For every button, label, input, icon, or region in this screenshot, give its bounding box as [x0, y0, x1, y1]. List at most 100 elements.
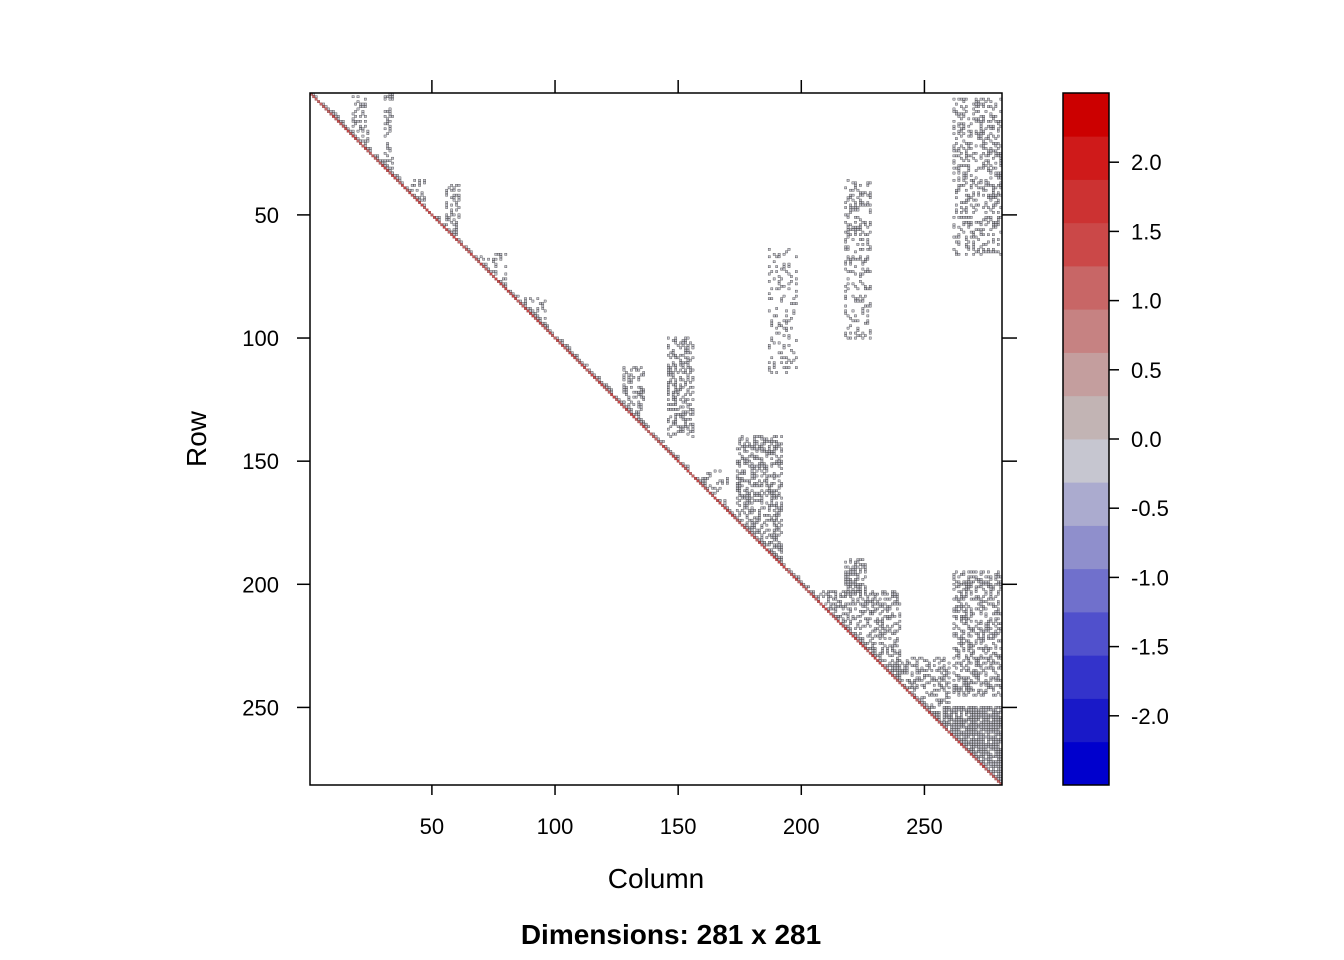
- matrix-cell: [691, 346, 695, 350]
- diagonal-cell: [854, 637, 857, 640]
- matrix-cell: [989, 745, 993, 749]
- matrix-cell: [868, 634, 872, 638]
- matrix-cell: [960, 738, 963, 741]
- diagonal-cell: [452, 235, 456, 239]
- matrix-cell: [452, 188, 456, 192]
- matrix-cell: [777, 255, 781, 259]
- diagonal-cell: [548, 331, 552, 335]
- matrix-cell: [974, 619, 978, 623]
- matrix-cell: [445, 206, 448, 209]
- matrix-cell: [851, 228, 855, 231]
- matrix-cell: [780, 267, 783, 271]
- matrix-cell: [878, 629, 882, 633]
- matrix-cell: [977, 238, 980, 241]
- matrix-cell: [891, 592, 894, 596]
- matrix-cell: [871, 590, 875, 593]
- matrix-cell: [967, 169, 971, 172]
- matrix-cell: [994, 725, 998, 729]
- matrix-cell: [607, 388, 611, 392]
- matrix-cell: [859, 627, 862, 630]
- matrix-cell: [674, 339, 678, 342]
- matrix-cell: [994, 718, 998, 722]
- x-tick-label: 150: [660, 814, 697, 839]
- matrix-cell: [775, 504, 778, 507]
- matrix-cell: [689, 351, 692, 355]
- matrix-cell: [703, 477, 707, 480]
- matrix-cell: [689, 358, 692, 362]
- matrix-cell: [787, 282, 791, 286]
- diagonal-cell: [538, 321, 542, 325]
- matrix-cell: [960, 105, 963, 108]
- matrix-cell: [351, 112, 355, 116]
- matrix-cell: [849, 585, 852, 589]
- matrix-cell: [962, 730, 966, 734]
- matrix-cell: [740, 472, 744, 475]
- matrix-cell: [967, 570, 971, 574]
- matrix-cell: [992, 693, 995, 697]
- matrix-cell: [846, 336, 850, 340]
- matrix-cell: [765, 452, 769, 456]
- matrix-cell: [987, 248, 990, 251]
- matrix-cell: [763, 442, 766, 446]
- matrix-cell: [534, 314, 537, 318]
- diagonal-cell: [435, 218, 439, 222]
- matrix-cell: [861, 582, 865, 586]
- matrix-cell: [829, 605, 833, 608]
- colorbar-tick-label: -2.0: [1131, 704, 1169, 729]
- matrix-cell: [969, 723, 973, 726]
- matrix-cell: [625, 393, 628, 396]
- matrix-cell: [992, 597, 995, 601]
- matrix-cell: [763, 514, 766, 517]
- matrix-cell: [854, 580, 857, 584]
- matrix-cell: [671, 353, 675, 357]
- matrix-cell: [819, 592, 823, 596]
- matrix-cell: [536, 317, 540, 320]
- matrix-cell: [864, 592, 867, 596]
- matrix-cell: [955, 730, 958, 734]
- matrix-cell: [785, 319, 788, 323]
- matrix-cell: [974, 144, 978, 148]
- matrix-cell: [967, 166, 971, 170]
- matrix-cell: [967, 248, 971, 251]
- matrix-cell: [859, 275, 862, 278]
- matrix-cell: [369, 149, 372, 153]
- matrix-cell: [957, 122, 961, 126]
- matrix-cell: [856, 600, 860, 603]
- matrix-cell: [982, 595, 985, 598]
- matrix-cell: [888, 627, 892, 630]
- matrix-cell: [994, 740, 998, 744]
- matrix-cell: [972, 112, 975, 116]
- matrix-cell: [964, 208, 968, 212]
- matrix-cell: [992, 767, 995, 771]
- matrix-cell: [989, 683, 993, 687]
- matrix-cell: [969, 615, 973, 618]
- matrix-cell: [974, 595, 978, 598]
- matrix-cell: [691, 344, 695, 347]
- matrix-cell: [691, 390, 695, 394]
- matrix-cell: [780, 467, 783, 470]
- matrix-cell: [445, 191, 448, 195]
- matrix-cell: [955, 711, 958, 714]
- matrix-cell: [925, 706, 929, 709]
- matrix-cell: [960, 725, 963, 729]
- matrix-cell: [457, 206, 461, 209]
- diagonal-cell: [775, 558, 779, 562]
- diagonal-cell: [497, 280, 500, 283]
- matrix-cell: [996, 590, 1000, 593]
- matrix-cell: [849, 560, 852, 564]
- matrix-cell: [686, 366, 690, 369]
- matrix-cell: [758, 528, 761, 532]
- matrix-cell: [760, 474, 764, 478]
- matrix-cell: [974, 693, 978, 697]
- matrix-cell: [950, 723, 953, 726]
- matrix-cell: [772, 553, 776, 557]
- matrix-cell: [996, 127, 1000, 131]
- matrix-cell: [923, 669, 926, 672]
- matrix-cell: [455, 223, 458, 227]
- diagonal-cell: [982, 765, 985, 768]
- matrix-cell: [864, 587, 867, 591]
- matrix-cell: [972, 728, 975, 731]
- diagonal-cell: [856, 639, 860, 643]
- matrix-cell: [455, 193, 458, 197]
- diagonal-cell: [972, 755, 976, 759]
